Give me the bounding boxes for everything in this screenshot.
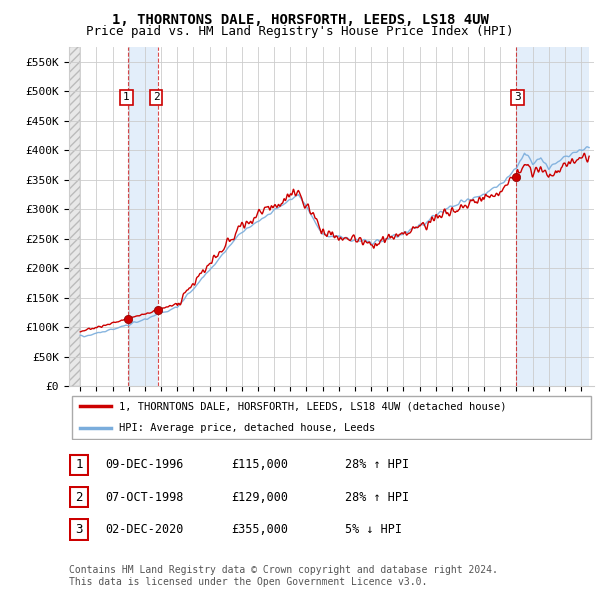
FancyBboxPatch shape — [70, 454, 88, 475]
Text: 1: 1 — [75, 458, 83, 471]
Bar — [128, 47, 158, 386]
Text: 1, THORNTONS DALE, HORSFORTH, LEEDS, LS18 4UW (detached house): 1, THORNTONS DALE, HORSFORTH, LEEDS, LS1… — [119, 401, 506, 411]
Text: £355,000: £355,000 — [231, 523, 288, 536]
Text: 1: 1 — [123, 93, 130, 102]
FancyBboxPatch shape — [71, 396, 592, 439]
Text: 09-DEC-1996: 09-DEC-1996 — [105, 458, 184, 471]
Text: 3: 3 — [75, 523, 83, 536]
Text: 1, THORNTONS DALE, HORSFORTH, LEEDS, LS18 4UW: 1, THORNTONS DALE, HORSFORTH, LEEDS, LS1… — [112, 13, 488, 27]
FancyBboxPatch shape — [70, 519, 88, 540]
Text: HPI: Average price, detached house, Leeds: HPI: Average price, detached house, Leed… — [119, 424, 375, 434]
Text: 2: 2 — [75, 490, 83, 504]
Bar — [516, 47, 589, 386]
Text: 02-DEC-2020: 02-DEC-2020 — [105, 523, 184, 536]
Text: 5% ↓ HPI: 5% ↓ HPI — [345, 523, 402, 536]
Text: 28% ↑ HPI: 28% ↑ HPI — [345, 490, 409, 504]
Text: 28% ↑ HPI: 28% ↑ HPI — [345, 458, 409, 471]
Text: £129,000: £129,000 — [231, 490, 288, 504]
Bar — [69, 47, 80, 386]
Text: Contains HM Land Registry data © Crown copyright and database right 2024.
This d: Contains HM Land Registry data © Crown c… — [69, 565, 498, 587]
Text: £115,000: £115,000 — [231, 458, 288, 471]
Text: Price paid vs. HM Land Registry's House Price Index (HPI): Price paid vs. HM Land Registry's House … — [86, 25, 514, 38]
Text: 07-OCT-1998: 07-OCT-1998 — [105, 490, 184, 504]
FancyBboxPatch shape — [70, 487, 88, 507]
Text: 2: 2 — [153, 93, 160, 102]
Text: 3: 3 — [514, 93, 521, 102]
